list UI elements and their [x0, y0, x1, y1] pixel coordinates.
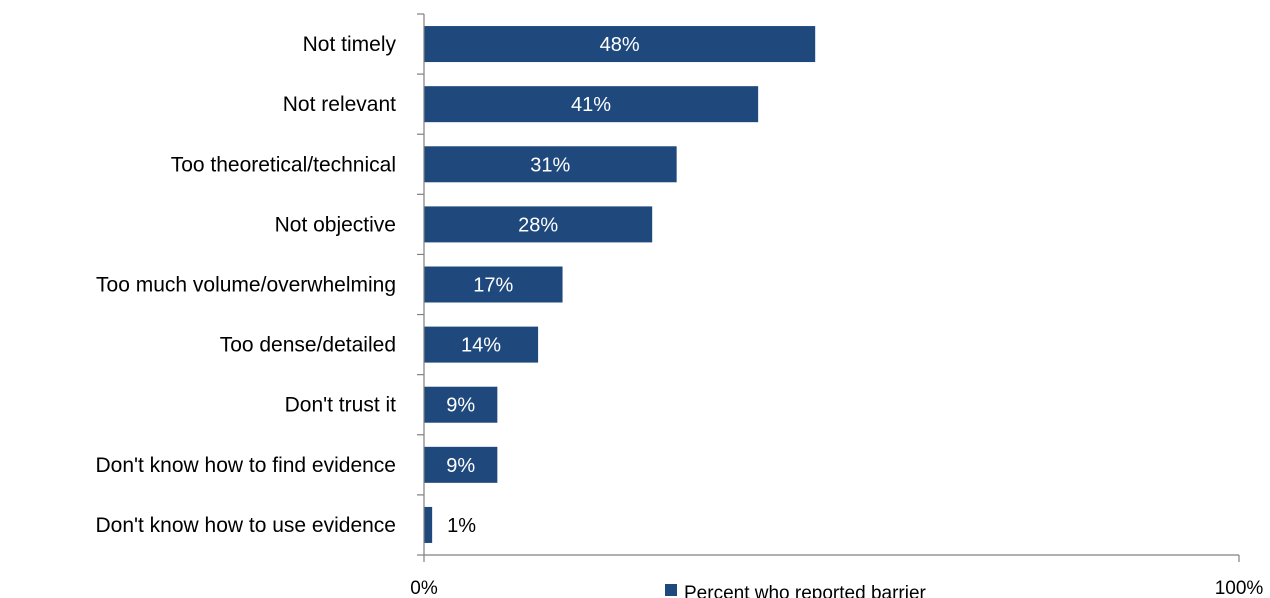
- category-label: Don't know how to find evidence: [95, 454, 396, 477]
- data-label: 41%: [571, 94, 611, 116]
- bar: [424, 506, 433, 543]
- data-label: 1%: [447, 515, 476, 537]
- data-label: 14%: [461, 335, 501, 357]
- x-tick-label: 100%: [1215, 578, 1264, 598]
- category-label: Not objective: [275, 213, 396, 236]
- data-label: 31%: [530, 154, 570, 176]
- bar: [424, 86, 759, 123]
- category-label: Don't know how to use evidence: [95, 514, 396, 537]
- data-label: 9%: [446, 395, 475, 417]
- x-tick-label: 0%: [410, 578, 438, 598]
- bar: [424, 446, 498, 483]
- bar: [424, 326, 539, 363]
- bar: [424, 26, 816, 63]
- axes: 0% 100%: [410, 13, 1264, 598]
- legend: Percent who reported barrier: [665, 583, 927, 598]
- legend-swatch: [665, 584, 677, 596]
- category-label: Too dense/detailed: [220, 334, 396, 357]
- data-label: 9%: [446, 455, 475, 477]
- bar: [424, 266, 563, 303]
- category-label: Too much volume/overwhelming: [96, 274, 396, 297]
- bar: [424, 206, 653, 243]
- category-label: Don't trust it: [285, 394, 397, 417]
- data-label: 48%: [600, 34, 640, 56]
- category-label: Not timely: [303, 33, 397, 56]
- data-label: 28%: [518, 214, 558, 236]
- bar: [424, 146, 677, 183]
- data-label: 17%: [473, 275, 513, 297]
- bar: [424, 386, 498, 423]
- category-label: Too theoretical/technical: [171, 153, 396, 176]
- bars: 48% 41% 31% 28% 17% 14% 9% 9% 1%: [424, 26, 816, 543]
- category-labels: Not timely Not relevant Too theoretical/te…: [95, 33, 396, 537]
- category-label: Not relevant: [283, 93, 396, 116]
- legend-label: Percent who reported barrier: [684, 583, 927, 598]
